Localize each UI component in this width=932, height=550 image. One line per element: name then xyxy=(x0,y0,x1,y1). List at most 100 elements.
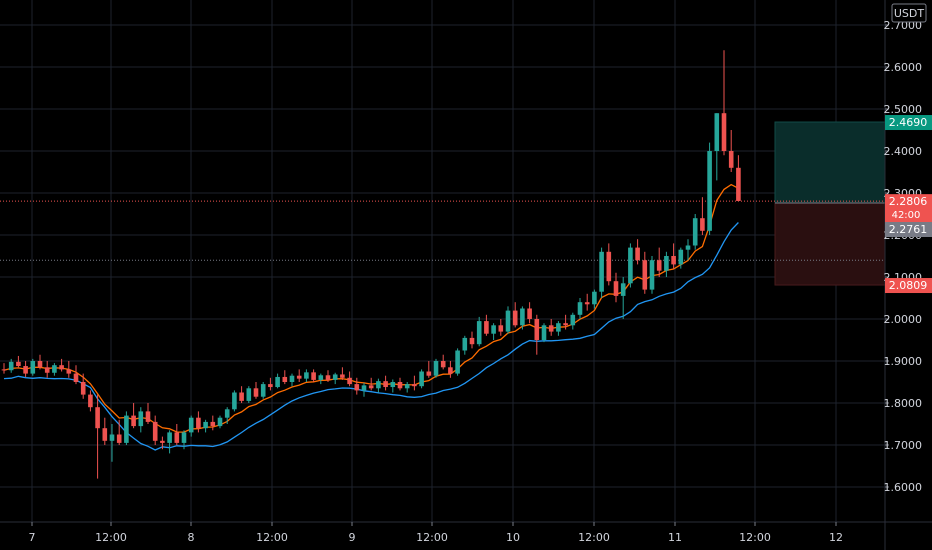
candle xyxy=(217,415,223,429)
candle xyxy=(268,377,273,391)
price-tags: 2.4690 2.2806 42:00 2.2761 2.0809 xyxy=(885,115,932,294)
candles xyxy=(1,50,741,479)
candle-body xyxy=(635,247,640,261)
candle xyxy=(606,243,612,286)
candle xyxy=(325,370,331,382)
candle xyxy=(224,407,230,424)
candle xyxy=(613,272,619,303)
bar-countdown-label: 42:00 xyxy=(892,210,921,221)
y-tick-label: 2.4000 xyxy=(884,145,923,158)
candle xyxy=(440,354,446,370)
candle-body xyxy=(584,302,590,305)
candle xyxy=(52,363,57,376)
candle xyxy=(332,372,338,385)
candle-body xyxy=(455,350,460,374)
candle-body xyxy=(390,382,396,388)
y-tick-label: 1.6000 xyxy=(884,481,923,494)
candle xyxy=(354,377,360,395)
dotted-price-lines xyxy=(0,200,885,261)
candle xyxy=(95,394,100,479)
x-tick-label: 11 xyxy=(668,531,682,544)
candle-body xyxy=(664,256,669,271)
candle xyxy=(73,365,79,385)
candle xyxy=(44,361,50,378)
candle-body xyxy=(174,432,180,443)
x-tick-label: 12 xyxy=(829,531,843,544)
candle-body xyxy=(109,434,115,441)
candle xyxy=(232,390,237,412)
candle-body xyxy=(404,384,410,389)
candle-body xyxy=(340,374,345,378)
candle-body xyxy=(671,256,676,265)
candle-body xyxy=(419,371,424,387)
candle-body xyxy=(325,375,331,380)
candle xyxy=(340,367,345,380)
candle-body xyxy=(239,392,244,401)
candle xyxy=(649,256,655,294)
candle xyxy=(8,358,14,373)
candle xyxy=(728,130,734,172)
candle-body xyxy=(116,434,122,443)
candle-body xyxy=(520,308,525,326)
candle xyxy=(59,358,64,372)
y-tick-label: 2.0000 xyxy=(884,313,923,326)
candle-body xyxy=(124,415,129,443)
x-tick-label: 12:00 xyxy=(739,531,771,544)
candle xyxy=(116,419,122,445)
candle xyxy=(196,411,201,433)
x-tick-label: 12:00 xyxy=(256,531,288,544)
candle-body xyxy=(332,374,338,380)
candle-body xyxy=(599,251,604,292)
candle xyxy=(671,243,676,269)
candle-body xyxy=(714,113,720,151)
candle xyxy=(599,247,604,298)
candle-body xyxy=(304,372,309,379)
y-tick-label: 2.5000 xyxy=(884,103,923,116)
candle-body xyxy=(556,323,561,332)
candle-body xyxy=(707,151,712,231)
candle xyxy=(484,314,489,336)
candle-body xyxy=(469,337,475,345)
candle-body xyxy=(37,361,43,368)
candle xyxy=(109,424,115,462)
candle-body xyxy=(728,151,734,168)
candle-body xyxy=(376,381,381,389)
candle xyxy=(210,415,216,431)
candle-body xyxy=(721,113,727,151)
candle xyxy=(404,382,410,393)
candle-body xyxy=(296,375,302,379)
currency-badge[interactable]: USDT xyxy=(891,3,927,23)
take-profit-label: 2.4690 xyxy=(889,116,928,129)
take-profit-tag: 2.4690 xyxy=(885,115,932,131)
candle-body xyxy=(80,382,86,395)
candle xyxy=(412,375,417,391)
candle-body xyxy=(23,366,28,374)
candle xyxy=(577,298,583,319)
candle xyxy=(642,251,648,294)
candle xyxy=(160,436,165,450)
candle-body xyxy=(368,385,374,389)
candle xyxy=(347,371,352,387)
candle-body xyxy=(95,407,100,429)
candle xyxy=(253,382,259,399)
profit-zone xyxy=(774,121,886,204)
candle xyxy=(512,302,518,328)
candle-body xyxy=(260,384,266,397)
candle xyxy=(167,430,172,454)
candle xyxy=(541,323,547,343)
candle xyxy=(433,358,439,378)
x-tick-label: 9 xyxy=(349,531,356,544)
candle-body xyxy=(606,251,612,282)
candle-body xyxy=(318,375,324,380)
candle-body xyxy=(52,365,57,373)
candle-body xyxy=(642,260,648,290)
candle-body xyxy=(498,325,504,332)
candle-body xyxy=(592,291,597,305)
candle-body xyxy=(620,283,626,296)
time-axis[interactable]: 7 12:00 8 12:00 9 12:00 10 12:00 11 12:00 12 xyxy=(29,522,844,544)
candle-body xyxy=(440,361,446,368)
y-tick-label: 1.7000 xyxy=(884,439,923,452)
candle xyxy=(383,375,388,391)
candle xyxy=(685,239,691,261)
